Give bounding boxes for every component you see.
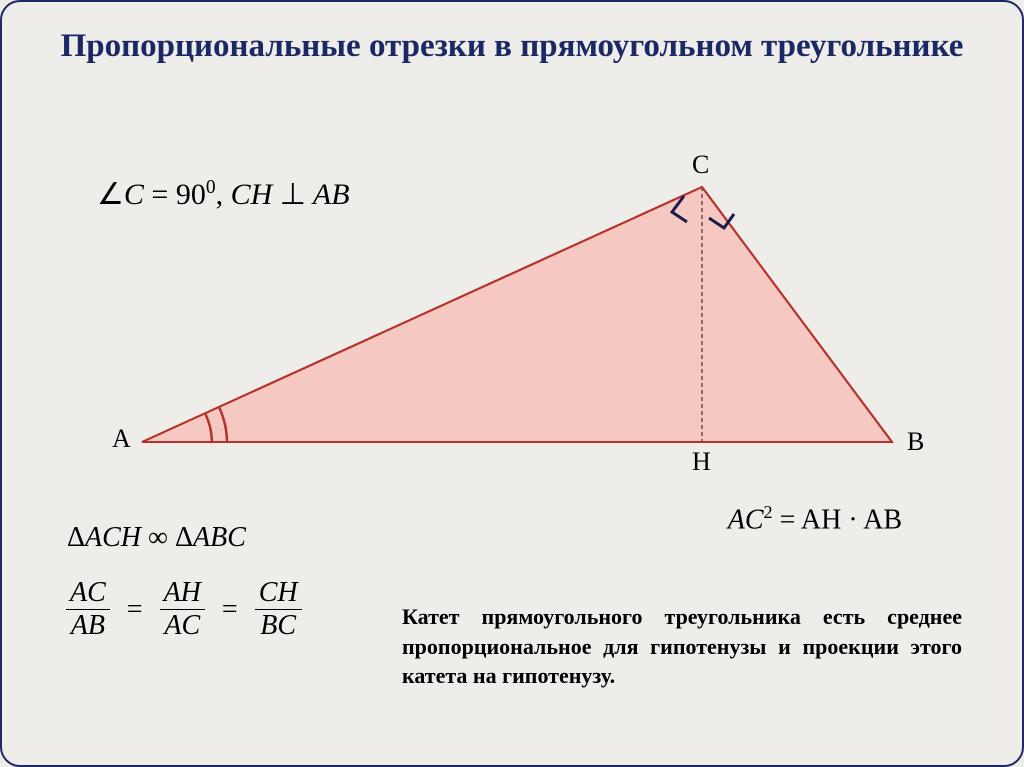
vertex-label-c: C: [692, 150, 709, 180]
page-title: Пропорциональные отрезки в прямоугольном…: [2, 2, 1022, 77]
triangle-diagram: C A B H: [102, 152, 922, 472]
theorem-text: Катет прямоугольного треугольника есть с…: [402, 602, 962, 691]
triangle-svg: [102, 152, 922, 472]
vertex-label-b: B: [907, 427, 924, 457]
similarity-statement: ΔACH ∞ ΔABC: [67, 522, 246, 554]
vertex-label-h: H: [692, 447, 711, 477]
leg-formula: AC2 = AH · AB: [728, 502, 902, 536]
proportion-equation: ACAB = AHAC = CHBC: [62, 577, 306, 642]
vertex-label-a: A: [112, 424, 131, 454]
